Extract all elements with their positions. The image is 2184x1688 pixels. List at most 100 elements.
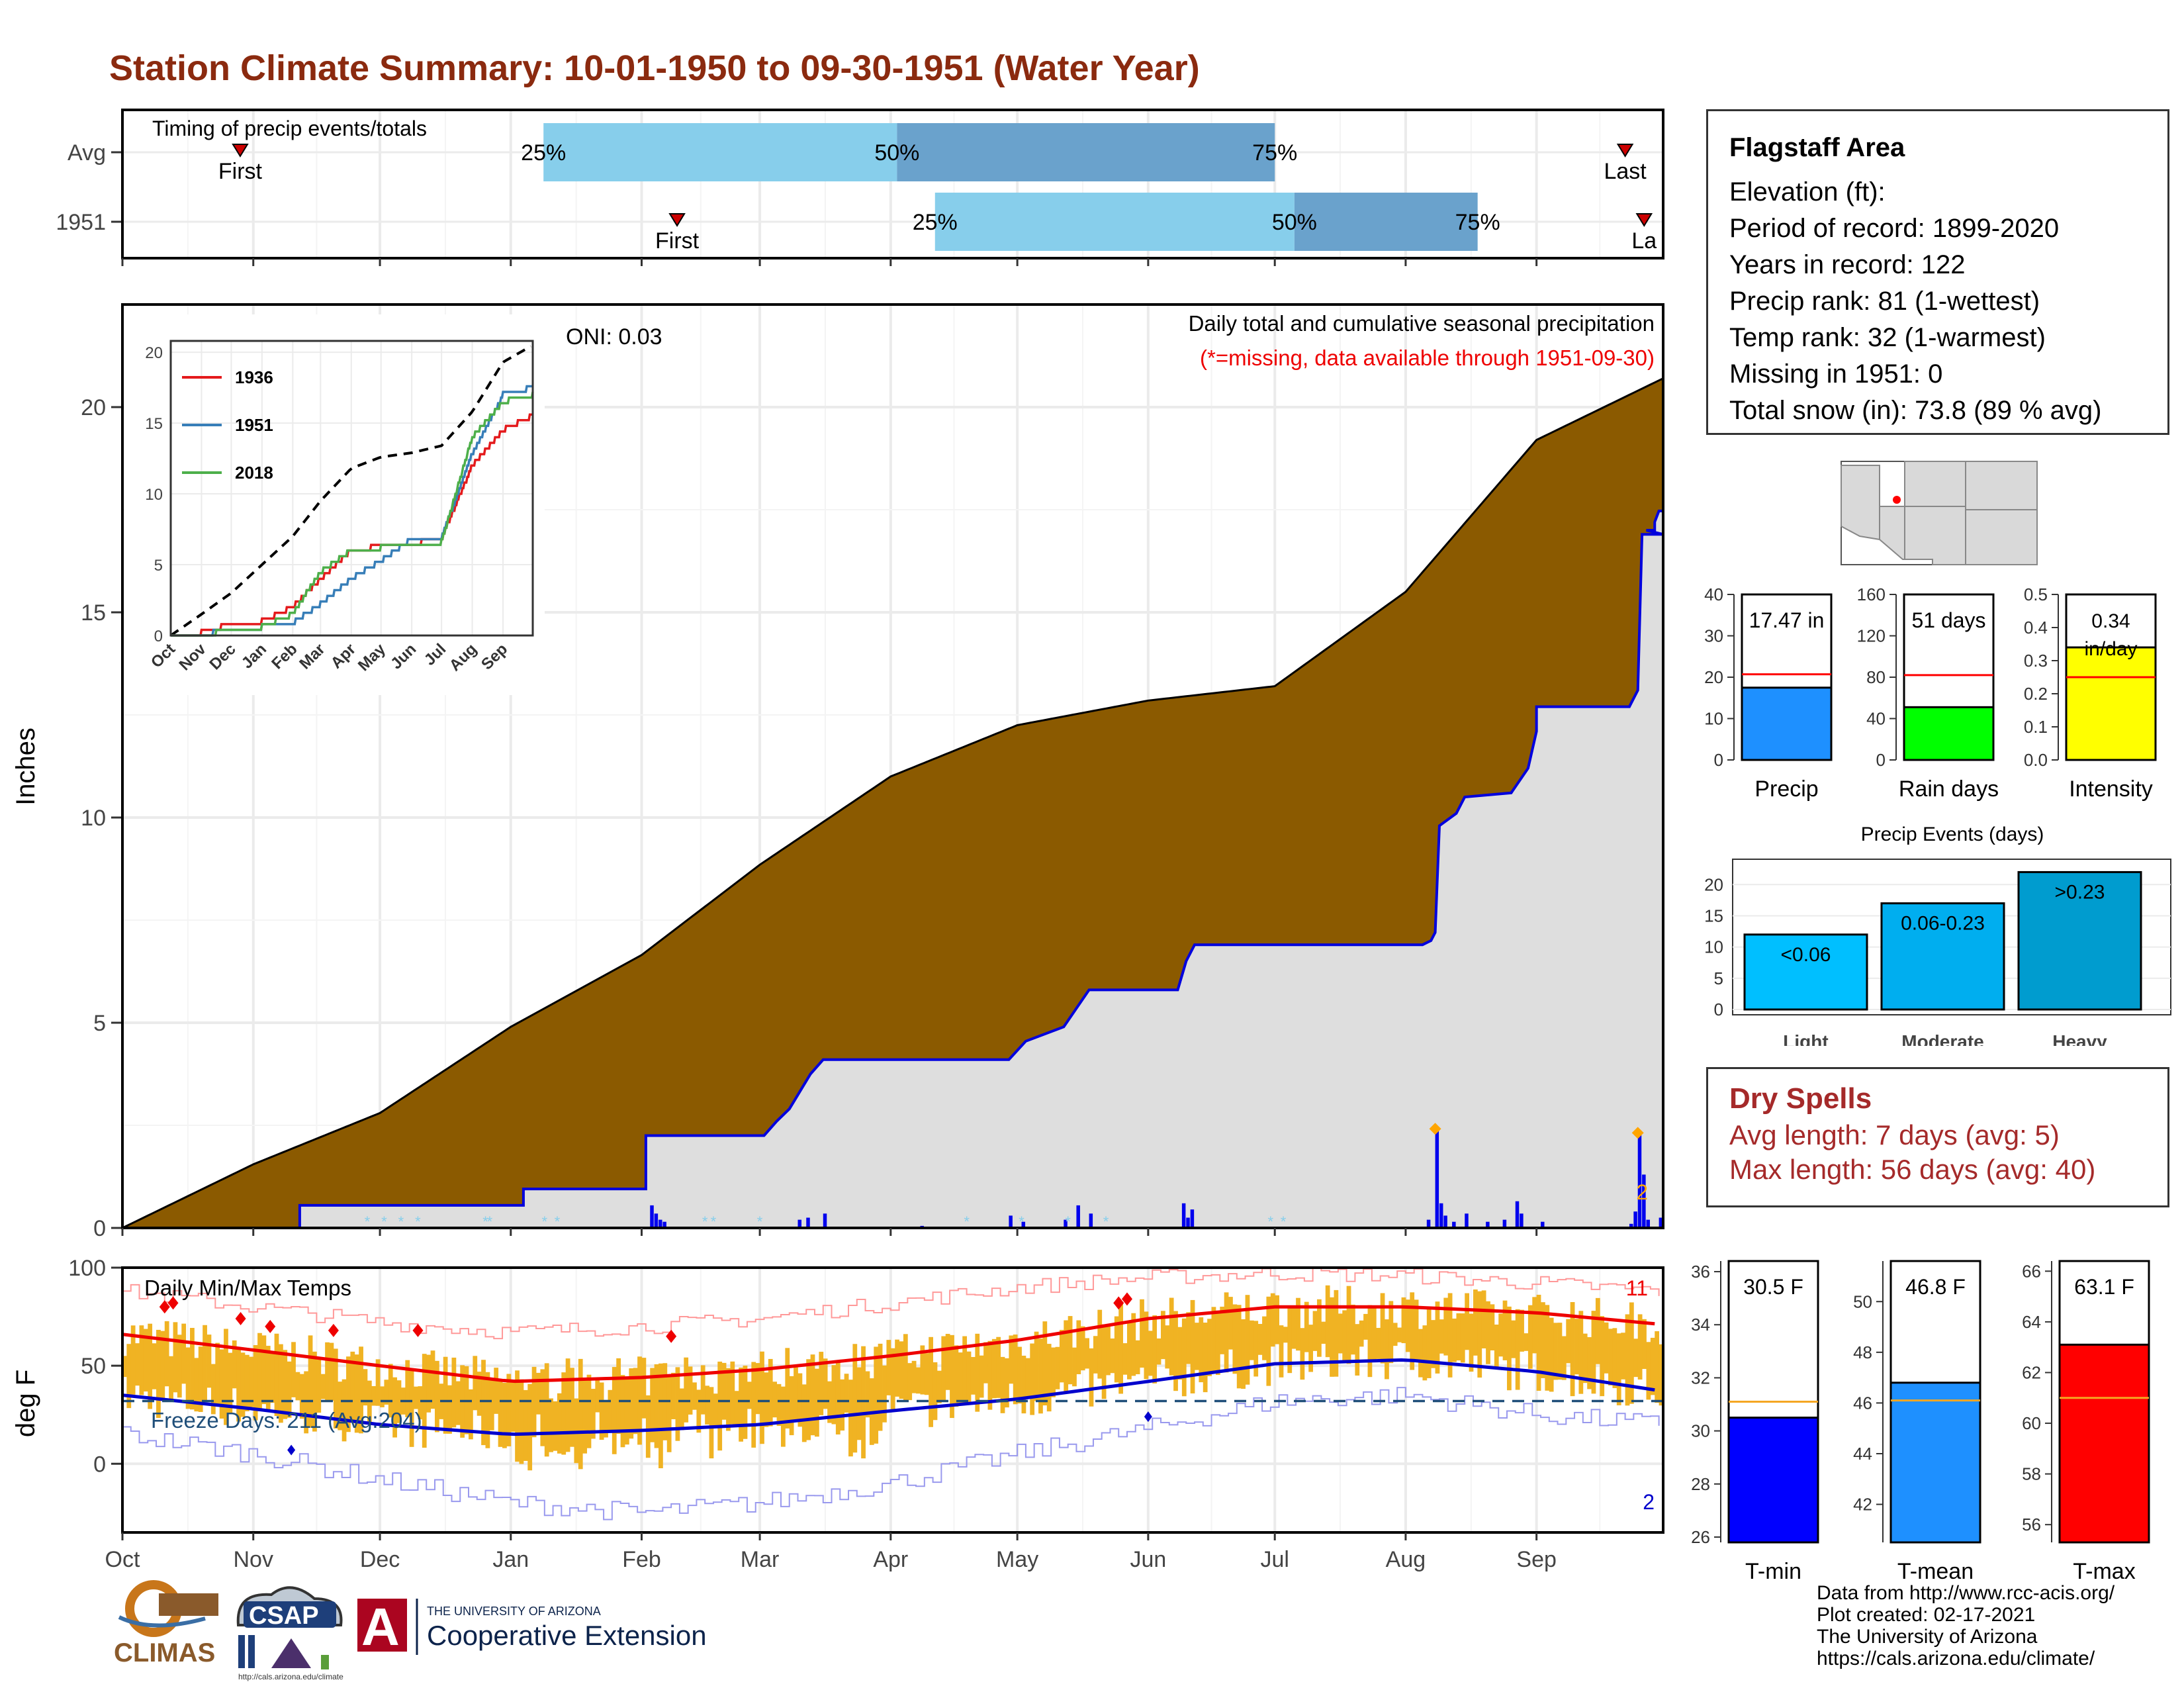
daily-temp-bar (1224, 1292, 1229, 1373)
mini-y-tick: 64 (2022, 1312, 2041, 1332)
daily-temp-bar (1283, 1327, 1288, 1343)
trace-marker: * (415, 1213, 421, 1230)
daily-temp-bar (970, 1356, 976, 1395)
daily-temp-bar (380, 1386, 385, 1407)
daily-temp-bar (561, 1372, 567, 1455)
info-line: Years in record: 122 (1729, 250, 1966, 279)
daily-temp-bar (240, 1352, 246, 1417)
daily-temp-bar (1346, 1286, 1351, 1364)
daily-temp-bar (659, 1363, 663, 1469)
daily-temp-bar (911, 1360, 917, 1393)
daily-temp-bar (1536, 1294, 1541, 1391)
daily-temp-bar (823, 1358, 828, 1409)
trace-marker: * (757, 1213, 763, 1230)
daily-temp-bar (1414, 1299, 1419, 1362)
record-max-line (122, 1266, 1660, 1340)
daily-temp-bar (1101, 1324, 1107, 1399)
daily-temp-bar (1532, 1297, 1537, 1354)
daily-temp-bar (1342, 1310, 1347, 1364)
daily-temp-bar (443, 1356, 448, 1434)
daily-temp-bar (274, 1333, 279, 1417)
events-y-tick: 5 (1714, 968, 1723, 988)
daily-precip-bar (1452, 1221, 1456, 1228)
mini-y-tick: 50 (1853, 1291, 1872, 1311)
precip-event-category: Light (1783, 1031, 1828, 1046)
mini-y-tick: 0 (1714, 750, 1723, 770)
precip-events-title: Precip Events (days) (1861, 823, 2044, 845)
timing-bar-early (543, 123, 897, 181)
daily-temp-bar (1316, 1299, 1322, 1357)
mini-y-tick: 10 (1704, 709, 1723, 729)
daily-temp-bar (1595, 1297, 1600, 1364)
daily-temp-bar (565, 1358, 570, 1452)
mini-y-tick: 30 (1691, 1421, 1710, 1441)
inset-y-tick: 5 (154, 557, 163, 575)
daily-temp-bar (1397, 1327, 1402, 1342)
y-tick-label: 5 (93, 1011, 106, 1036)
daily-temp-bar (1557, 1323, 1563, 1380)
daily-temp-bar (329, 1342, 334, 1401)
daily-temp-bar (991, 1338, 997, 1399)
temp-chart: 0 50 100 Oct Nov Dec Jan Feb Mar Apr May Jun Jul Aug S… (11, 1256, 1664, 1572)
daily-temp-bar (865, 1371, 870, 1418)
daily-temp-bar (1376, 1327, 1381, 1359)
daily-temp-bar (743, 1365, 748, 1439)
record-high-marker (1121, 1292, 1132, 1306)
precip-event-category: Moderate (1901, 1031, 1983, 1046)
daily-temp-bar (1169, 1297, 1174, 1376)
daily-temp-bar (856, 1367, 862, 1440)
daily-temp-bar (688, 1366, 693, 1415)
daily-temp-bar (434, 1360, 439, 1432)
daily-temp-bar (755, 1363, 760, 1415)
daily-precip-bar (650, 1205, 654, 1228)
annual-totals-chart: 0 10 20 30 40 17.47 in Precip 0 40 80 120 160 51 day… (1704, 585, 2157, 802)
y-tick-label: 50 (81, 1354, 106, 1379)
daily-temp-bar (232, 1340, 237, 1389)
daily-temp-bar (1118, 1303, 1124, 1394)
y-axis-label: Inches (11, 727, 40, 806)
daily-temp-bar (730, 1361, 735, 1425)
precip-event-range: >0.23 (2055, 881, 2105, 903)
daily-temp-bar (148, 1323, 153, 1409)
daily-temp-bar (721, 1362, 727, 1420)
daily-precip-bar (1659, 1217, 1663, 1228)
daily-precip-bar (1076, 1205, 1080, 1228)
mini-y-tick: 0.1 (2024, 717, 2048, 737)
daily-temp-bar (363, 1369, 368, 1406)
daily-temp-bar (768, 1358, 773, 1427)
daily-temp-bar (350, 1351, 355, 1422)
daily-precip-bar (1502, 1219, 1507, 1228)
daily-temp-bar (312, 1351, 317, 1432)
record-high-marker (159, 1300, 170, 1314)
daily-temp-bar (1545, 1305, 1550, 1391)
x-tick-label: Apr (873, 1547, 908, 1572)
mini-y-tick: 48 (1853, 1342, 1872, 1362)
daily-temp-bar (219, 1349, 224, 1419)
inset-y-tick: 0 (154, 628, 163, 645)
oni-label: ONI: 0.03 (566, 324, 662, 350)
daily-temp-bar (1173, 1311, 1178, 1391)
daily-temp-bar (936, 1370, 942, 1403)
daily-temp-bar (1148, 1331, 1153, 1376)
daily-temp-bar (203, 1325, 207, 1401)
daily-temp-bar (831, 1365, 837, 1425)
mini-y-tick: 160 (1857, 585, 1886, 604)
record-high-marker (167, 1296, 179, 1310)
last-event-marker (1635, 213, 1653, 227)
daily-temp-bar (1030, 1343, 1035, 1415)
timing-p75-label: 75% (1455, 210, 1500, 235)
daily-temp-bar (1199, 1317, 1204, 1383)
timing-row-label: 1951 (56, 210, 106, 235)
station-name: Flagstaff Area (1729, 133, 1905, 162)
credits: Data from http://www.rcc-acis.org/ Plot … (1817, 1582, 2115, 1669)
csap-logo: CSAP http://cals.arizona.edu/climate (236, 1586, 343, 1681)
x-tick-label: Jun (1130, 1547, 1166, 1572)
daily-temp-bar (1312, 1311, 1318, 1351)
daily-temp-bar (1152, 1315, 1158, 1383)
mini-y-tick: 20 (1704, 667, 1723, 687)
daily-temp-bar (426, 1354, 431, 1413)
daily-precip-bar (1515, 1201, 1520, 1228)
daily-temp-bar (1490, 1304, 1495, 1351)
mini-category-label: Rain days (1899, 776, 1999, 802)
y-tick-label: 15 (81, 600, 106, 626)
